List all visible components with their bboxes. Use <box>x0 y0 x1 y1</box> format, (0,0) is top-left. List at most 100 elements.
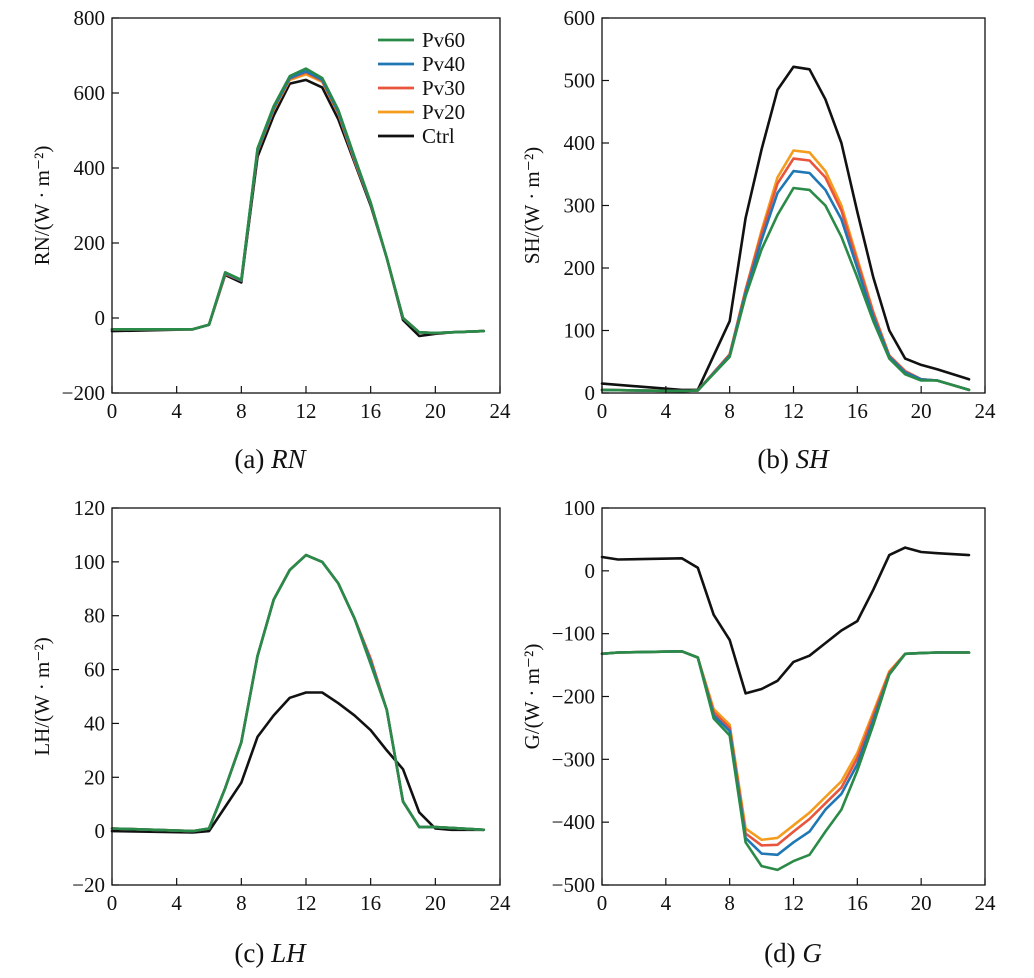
caption-prefix: (a) <box>234 444 271 474</box>
x-tick-label: 20 <box>911 891 932 915</box>
panel-g-chart: 0 4 8 12 16 20 24 −500 −400 −300 −200 −100 0 100 G/(W … <box>520 496 996 968</box>
series-line-pv30 <box>600 157 971 393</box>
x-tick-label: 8 <box>236 891 247 915</box>
y-tick-label: 0 <box>585 559 596 583</box>
x-tick-label: 8 <box>236 399 247 423</box>
series-line-pv60 <box>110 67 486 335</box>
caption-variable: RN <box>270 444 307 474</box>
x-tick-label: 4 <box>171 891 182 915</box>
y-tick-label: 100 <box>74 550 106 574</box>
x-tick-label: 16 <box>360 399 381 423</box>
y-tick-label: 400 <box>564 131 596 155</box>
y-tick-label: 100 <box>564 319 596 343</box>
y-tick-label: 800 <box>74 6 106 30</box>
axes-frame <box>601 17 986 394</box>
y-tick-label: 500 <box>564 69 596 93</box>
series-line-pv60 <box>110 553 486 833</box>
series-line-pv60 <box>600 186 971 393</box>
series-line-pv20 <box>600 149 971 393</box>
y-axis-label: LH/(W · m⁻²) <box>30 637 54 755</box>
x-tick-label: 12 <box>783 399 804 423</box>
series-line-pv30 <box>110 553 486 833</box>
y-tick-label: 0 <box>95 306 106 330</box>
y-tick-label: 0 <box>585 381 596 405</box>
caption-prefix: (b) <box>757 444 795 474</box>
y-tick-label: −20 <box>72 873 105 897</box>
series-line-ctrl <box>600 546 971 695</box>
x-tick-label: 20 <box>425 891 446 915</box>
caption-variable: LH <box>270 938 307 968</box>
caption-variable: G <box>802 938 822 968</box>
caption-prefix: (c) <box>234 938 271 968</box>
caption-prefix: (d) <box>764 938 802 968</box>
y-tick-label: −200 <box>552 685 595 709</box>
x-tick-label: 12 <box>296 399 317 423</box>
series-line-pv40 <box>110 553 486 833</box>
y-tick-label: 60 <box>84 658 105 682</box>
x-tick-label: 0 <box>107 891 118 915</box>
y-tick-label: 20 <box>84 765 105 789</box>
series-line-pv60 <box>600 649 971 872</box>
y-axis-label: RN/(W · m⁻²) <box>30 146 54 266</box>
series-line-pv20 <box>600 649 971 842</box>
x-tick-label: 20 <box>425 399 446 423</box>
x-tick-label: 4 <box>661 399 672 423</box>
axes-frame <box>601 507 986 886</box>
y-tick-label: −500 <box>552 873 595 897</box>
y-tick-label: 200 <box>564 256 596 280</box>
caption-variable: SH <box>796 444 831 474</box>
y-tick-label: 80 <box>84 604 105 628</box>
x-tick-label: 8 <box>724 891 735 915</box>
y-tick-label: −100 <box>552 622 595 646</box>
legend-label-pv40: Pv40 <box>422 52 465 76</box>
x-tick-label: 12 <box>783 891 804 915</box>
y-tick-label: 400 <box>74 156 106 180</box>
y-tick-label: 200 <box>74 231 106 255</box>
y-tick-label: 120 <box>74 496 106 520</box>
series-line-pv20 <box>110 553 486 833</box>
x-tick-label: 12 <box>296 891 317 915</box>
panel-sh-chart: 0 4 8 12 16 20 24 0 100 200 300 400 500 600 SH/(W · m⁻… <box>520 6 996 474</box>
x-tick-label: 16 <box>847 891 868 915</box>
y-axis-label: SH/(W · m⁻²) <box>520 147 544 264</box>
y-tick-label: −200 <box>62 381 105 405</box>
x-tick-label: 20 <box>911 399 932 423</box>
y-tick-label: 600 <box>74 81 106 105</box>
panel-caption: (d) G <box>764 938 822 968</box>
y-tick-label: 100 <box>564 496 596 520</box>
y-tick-label: 0 <box>95 819 106 843</box>
x-tick-label: 0 <box>107 399 118 423</box>
y-tick-label: 300 <box>564 194 596 218</box>
x-tick-label: 4 <box>171 399 182 423</box>
legend-label-ctrl: Ctrl <box>422 124 455 148</box>
series-line-ctrl <box>110 691 486 834</box>
x-tick-label: 24 <box>490 399 512 423</box>
x-tick-label: 4 <box>661 891 672 915</box>
x-tick-label: 16 <box>360 891 381 915</box>
x-tick-label: 16 <box>847 399 868 423</box>
y-tick-label: 600 <box>564 6 596 30</box>
x-tick-label: 24 <box>975 399 997 423</box>
legend-label-pv60: Pv60 <box>422 28 465 52</box>
x-tick-label: 0 <box>597 399 608 423</box>
series-line-pv30 <box>600 649 971 847</box>
series-line-pv40 <box>600 649 971 857</box>
legend-label-pv20: Pv20 <box>422 100 465 124</box>
panel-caption: (a) RN <box>234 444 307 474</box>
series-line-pv40 <box>600 169 971 393</box>
panel-caption: (c) LH <box>234 938 307 968</box>
y-tick-label: −300 <box>552 747 595 771</box>
x-tick-label: 24 <box>490 891 512 915</box>
x-tick-label: 8 <box>724 399 735 423</box>
x-tick-label: 0 <box>597 891 608 915</box>
x-tick-label: 24 <box>975 891 997 915</box>
y-axis-label: G/(W · m⁻²) <box>520 644 544 750</box>
panel-caption: (b) SH <box>757 444 830 474</box>
legend-label-pv30: Pv30 <box>422 76 465 100</box>
y-tick-label: 40 <box>84 711 105 735</box>
y-tick-label: −400 <box>552 810 595 834</box>
